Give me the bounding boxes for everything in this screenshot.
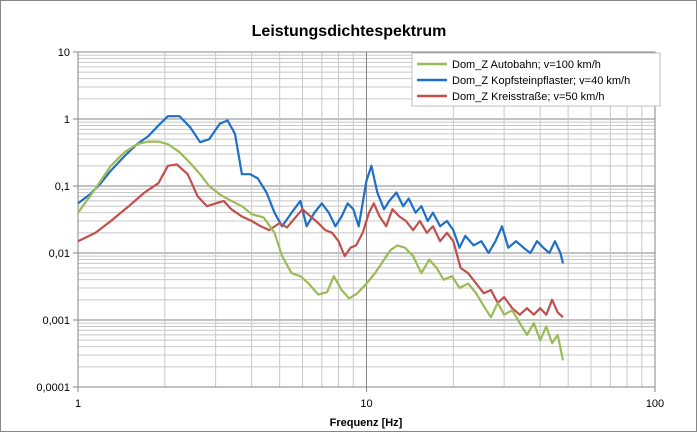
- y-tick-label: 0,1: [55, 181, 70, 193]
- x-axis-title: Frequenz [Hz]: [330, 417, 403, 429]
- x-tick-label: 1: [75, 398, 81, 410]
- x-tick-label: 10: [360, 398, 372, 410]
- y-tick-label: 10: [58, 47, 70, 59]
- legend-label-2: Dom_Z Kopfsteinpflaster; v=40 km/h: [452, 75, 630, 87]
- legend-box: [411, 52, 661, 107]
- legend: Dom_Z Autobahn; v=100 km/h Dom_Z Kopfstei…: [411, 52, 661, 107]
- series-line-2: [77, 115, 565, 264]
- chart-title: Leistungsdichtespektrum: [252, 23, 447, 40]
- y-tick-label: 0,01: [49, 248, 70, 260]
- legend-label-3: Dom_Z Kreisstraße; v=50 km/h: [452, 91, 605, 103]
- x-tick-label: 100: [646, 398, 664, 410]
- series-line-1: [77, 140, 565, 361]
- axis-ticks: 0,0001 0,001 0,01 0,1 1 10 1 10 100: [36, 47, 664, 410]
- y-tick-label: 0,001: [42, 315, 70, 327]
- legend-label-1: Dom_Z Autobahn; v=100 km/h: [452, 59, 601, 71]
- y-tick-label: 1: [64, 114, 70, 126]
- series-group: [77, 115, 565, 361]
- y-tick-label: 0,0001: [36, 382, 70, 394]
